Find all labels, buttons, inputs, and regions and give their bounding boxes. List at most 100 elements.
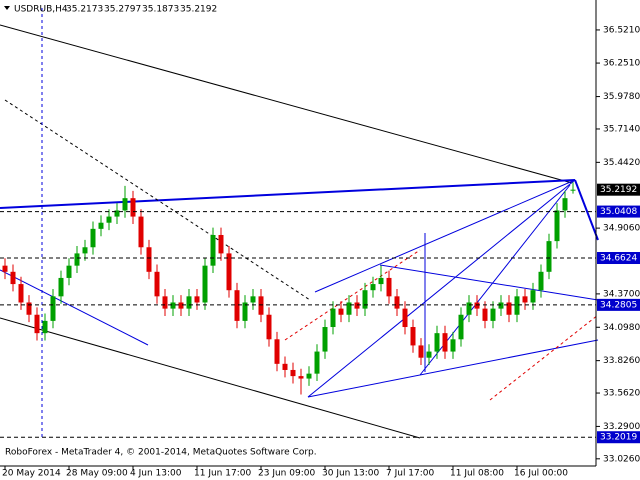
- candle-body: [466, 302, 472, 315]
- candle-body: [34, 314, 40, 334]
- candle-body: [554, 210, 560, 242]
- candle-body: [562, 198, 568, 211]
- candle-body: [330, 308, 336, 328]
- ohlc-high: 35.2797: [104, 5, 141, 15]
- candle-body: [290, 369, 296, 377]
- candle-body: [266, 314, 272, 340]
- candle-body: [2, 265, 8, 272]
- y-tick-label: 34.0980: [603, 323, 640, 333]
- x-tick-label: 23 Jun 09:00: [258, 469, 315, 479]
- candle-body: [122, 198, 128, 211]
- candle-body: [74, 253, 80, 266]
- price-label: 33.2019: [600, 433, 637, 443]
- candle-body: [410, 327, 416, 346]
- candle-body: [106, 216, 112, 223]
- y-tick-label: 35.4420: [603, 158, 640, 168]
- candle-body: [146, 247, 152, 272]
- candle-body: [474, 302, 480, 309]
- y-tick-label: 35.7140: [603, 124, 640, 134]
- candle-body: [426, 351, 432, 358]
- candle-body: [82, 247, 88, 254]
- candle-body: [570, 189, 576, 191]
- x-tick-label: 16 Jul 00:00: [514, 469, 568, 479]
- analysis-lines: [0, 8, 599, 440]
- candle-body: [210, 234, 216, 266]
- price-label: 34.2805: [600, 300, 637, 310]
- price-label: 35.2192: [600, 185, 637, 195]
- price-label: 34.6624: [600, 254, 637, 264]
- candle-body: [170, 302, 176, 309]
- candle-body: [178, 302, 184, 309]
- candle-body: [482, 308, 488, 321]
- candle-body: [274, 339, 280, 364]
- candle-body: [498, 302, 504, 309]
- y-tick-label: 33.5620: [603, 389, 640, 399]
- candle-body: [234, 290, 240, 321]
- y-tick-label: 33.8260: [603, 356, 640, 366]
- y-tick-label: 34.9060: [603, 224, 640, 234]
- candle-body: [250, 296, 256, 303]
- candle-body: [98, 222, 104, 229]
- price-label: 35.0408: [600, 207, 637, 217]
- candle-body: [258, 296, 264, 315]
- candle-body: [66, 265, 72, 278]
- footer: RoboForex - MetaTrader 4, © 2001-2014, M…: [5, 448, 317, 458]
- candle-body: [354, 302, 360, 309]
- ohlc-open: 35.2173: [66, 5, 103, 15]
- candle-body: [194, 296, 200, 303]
- candle-body: [394, 296, 400, 309]
- candle-body: [418, 345, 424, 358]
- candle-body: [218, 234, 224, 254]
- price-label-box: [597, 205, 640, 218]
- candle-body: [490, 308, 496, 321]
- price-label-box: [597, 298, 640, 311]
- candle-body: [10, 271, 16, 285]
- x-tick-label: 11 Jul 08:00: [450, 469, 504, 479]
- candle-body: [506, 302, 512, 315]
- x-tick-label: 11 Jun 17:00: [194, 469, 251, 479]
- chart-title: USDRUB,H4: [14, 5, 68, 15]
- y-tick-label: 33.2900: [603, 422, 640, 432]
- candle-body: [306, 373, 312, 379]
- candle-body: [186, 296, 192, 309]
- candle-body: [138, 216, 144, 248]
- candle-body: [514, 296, 520, 315]
- y-tick-label: 33.0260: [603, 454, 640, 464]
- candle-body: [114, 210, 120, 217]
- x-tick-label: 20 May 2014: [2, 469, 61, 479]
- candle-body: [386, 277, 392, 297]
- candle-body: [18, 284, 24, 303]
- candle-body: [322, 327, 328, 352]
- candle-body: [90, 228, 96, 248]
- candle-body: [154, 271, 160, 297]
- candle-body: [314, 351, 320, 374]
- price-label-box: [597, 252, 640, 265]
- price-label-box: [597, 183, 640, 196]
- ohlc-close: 35.2192: [180, 5, 217, 15]
- candle-body: [522, 296, 528, 303]
- candle-body: [434, 333, 440, 352]
- candle-body: [538, 271, 544, 291]
- candle-body: [242, 302, 248, 321]
- candle-body: [202, 265, 208, 303]
- x-tick-label: 7 Jul 17:00: [386, 469, 435, 479]
- symbol-arrow: [4, 6, 10, 10]
- candle-body: [546, 241, 552, 272]
- y-tick-label: 36.2510: [603, 59, 640, 69]
- candle-body: [442, 333, 448, 352]
- candle-body: [162, 296, 168, 309]
- candle-body: [402, 308, 408, 328]
- candle-body: [42, 320, 48, 334]
- candle-body: [130, 198, 136, 217]
- x-tick-label: 28 May 09:00: [66, 469, 128, 479]
- candle-body: [362, 290, 368, 309]
- candle-body: [226, 253, 232, 291]
- y-tick-label: 36.5210: [603, 25, 640, 35]
- candle-body: [58, 277, 64, 297]
- candle-body: [338, 308, 344, 315]
- candle-body: [298, 376, 304, 379]
- candle-body: [450, 339, 456, 352]
- y-tick-label: 34.3700: [603, 289, 640, 299]
